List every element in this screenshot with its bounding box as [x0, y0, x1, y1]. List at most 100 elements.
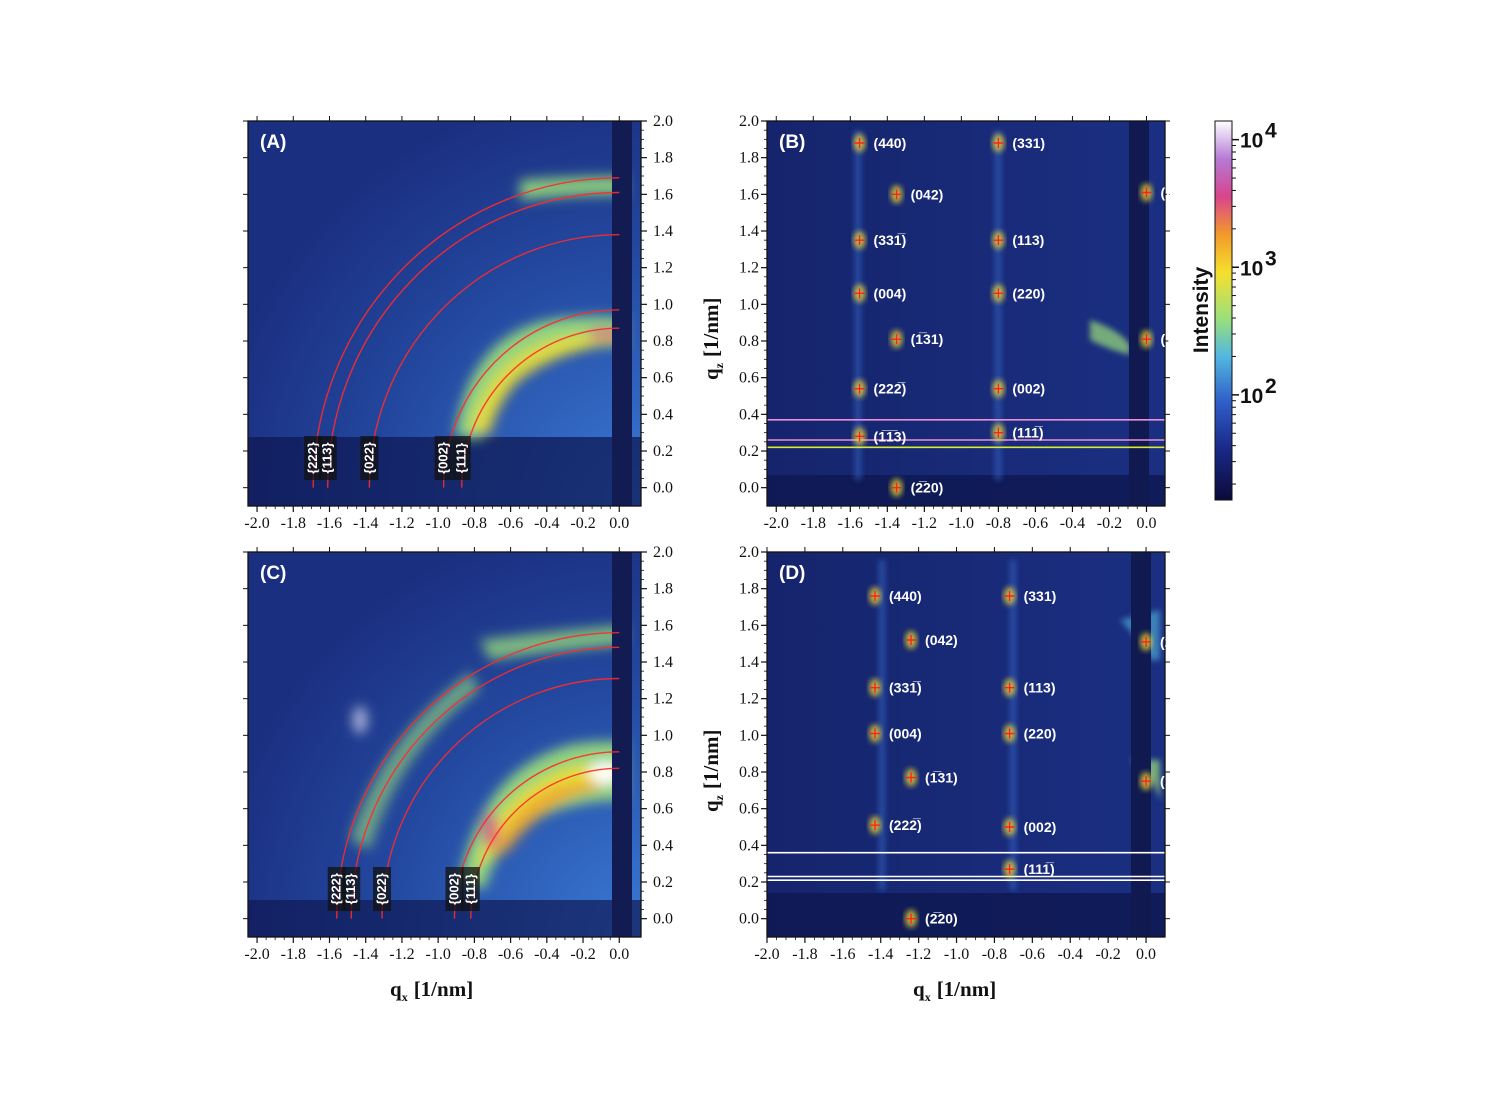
- ring-label: {222}: [305, 442, 320, 474]
- colorbar-tick-exponent: 3: [1265, 247, 1277, 270]
- hlines: [767, 851, 1165, 881]
- y-tick-label: 0.2: [739, 874, 759, 891]
- ring-label-box: [461, 867, 480, 911]
- reflection-marker: [1004, 728, 1015, 739]
- x-axis-title-unit: [1/nm]: [414, 977, 474, 1001]
- ring-label: {222}: [329, 873, 344, 905]
- y-tick-label: 1.0: [739, 296, 759, 313]
- reflection-marker: [891, 334, 902, 345]
- reflection-marker: [993, 235, 1004, 246]
- reflection-label: (111): [1160, 773, 1191, 789]
- y-tick-label: 0.4: [739, 837, 759, 854]
- reflection-label: (004): [889, 726, 922, 742]
- x-axis-title-c: qx [1/nm]: [390, 977, 473, 1004]
- reflection-marker: [870, 728, 881, 739]
- reflection-marker: [993, 138, 1004, 148]
- reflection-label: (331̅): [874, 232, 907, 248]
- reflection-marker: [854, 235, 865, 246]
- x-tick-label: -1.6: [830, 946, 855, 963]
- x-tick-label: 0.0: [1136, 515, 1156, 532]
- y-tick-label: 1.8: [653, 581, 673, 598]
- reflection-label: (042): [925, 632, 958, 648]
- reflection-marker: [870, 682, 881, 693]
- y-tick-label: 1.0: [653, 296, 673, 313]
- x-tick-label: -1.0: [949, 515, 974, 532]
- x-tick-label: -1.8: [281, 515, 306, 532]
- reflection-marker: [854, 138, 865, 148]
- reflection-label: (2̅20): [911, 480, 944, 496]
- x-tick-label: -0.2: [1095, 946, 1120, 963]
- ring-label: {113}: [320, 442, 335, 473]
- y-tick-label: 1.0: [653, 727, 673, 744]
- x-tick-label: -1.2: [389, 515, 414, 532]
- x-tick-label: -0.4: [1060, 515, 1085, 532]
- ring-label-box: [373, 867, 392, 911]
- ring-label-box: [360, 436, 379, 480]
- reflection-marker: [993, 427, 1004, 438]
- reflection-marker: [906, 635, 917, 645]
- reflection-label: (220): [1024, 726, 1057, 742]
- reflection-marker: [1141, 334, 1152, 345]
- y-tick-label: 2.0: [739, 544, 759, 561]
- reflection-label: (002): [1012, 381, 1045, 397]
- y-tick-label: 1.6: [653, 617, 673, 634]
- y-tick-label: 1.8: [739, 150, 759, 167]
- reflection-label: (331): [1012, 135, 1045, 151]
- spots: [853, 134, 1153, 497]
- x-tick-label: -1.6: [317, 946, 342, 963]
- y-axis-title-symbol: q: [699, 368, 723, 380]
- axes-layer: -2.0 -1.8 -1.6 -1.4 -1.2 -1.0 -0.8 -0.6 -0.4 -0.2…: [243, 113, 1170, 963]
- reflection-label: (440): [889, 588, 922, 604]
- y-tick-label: 1.6: [739, 617, 759, 634]
- x-tick-label: -1.8: [792, 946, 817, 963]
- y-tick-label: 0.8: [653, 764, 673, 781]
- y-tick-label: 0.4: [739, 406, 759, 423]
- y-axis-title-b: qz [1/nm]: [699, 297, 726, 380]
- reflection-label: (222̅): [889, 817, 922, 833]
- ring-label: {111}: [463, 874, 478, 904]
- x-tick-label: -0.6: [1023, 515, 1048, 532]
- colorbar-gradient: [1214, 120, 1233, 501]
- y-tick-label: 1.2: [739, 691, 759, 708]
- reflection-label: (042): [911, 186, 944, 202]
- x-tick-label: -0.6: [1020, 946, 1045, 963]
- reflection-label: (331̅): [889, 680, 922, 696]
- reflection-marker: [993, 288, 1004, 299]
- x-tick-label: -1.6: [838, 515, 863, 532]
- x-tick-label: -2.0: [754, 946, 779, 963]
- y-tick-label: 0.0: [739, 480, 759, 497]
- x-axis-title-sub: x: [402, 990, 408, 1004]
- reflection-label: (113): [1012, 232, 1044, 248]
- panel-label: (C): [260, 563, 286, 584]
- annotation-layer: (A){222} {113} {022} {002} {111}(B) (440) (331…: [260, 132, 1193, 927]
- x-tick-label: -0.8: [462, 946, 487, 963]
- y-tick-label: 1.6: [653, 186, 673, 203]
- reflection-marker: [1004, 682, 1015, 693]
- x-tick-label: -0.6: [498, 515, 523, 532]
- x-tick-label: -1.8: [801, 515, 826, 532]
- y-tick-label: 1.0: [739, 727, 759, 744]
- reflection-marker: [870, 591, 881, 601]
- colorbar-title: Intensity: [1190, 267, 1213, 354]
- panel-d: [767, 552, 1165, 937]
- x-axis-title-symbol: q: [913, 977, 925, 1001]
- ring-arc: [368, 233, 620, 488]
- panel-label: (D): [779, 563, 805, 584]
- y-tick-label: 0.4: [653, 837, 673, 854]
- reflection-marker: [1141, 776, 1152, 787]
- y-tick-label: 1.6: [739, 186, 759, 203]
- reflection-label: (002): [1024, 819, 1057, 835]
- ring-label-box: [318, 436, 337, 480]
- reflection-label: (1̅31): [925, 770, 958, 786]
- reflection-marker: [1141, 636, 1152, 647]
- x-tick-label: -1.6: [317, 515, 342, 532]
- y-tick-label: 2.0: [739, 113, 759, 130]
- reflection-marker: [906, 772, 917, 783]
- reflection-label: (111̅): [1024, 861, 1055, 877]
- y-tick-label: 1.2: [653, 691, 673, 708]
- y-tick-label: 1.4: [653, 654, 673, 671]
- reflection-label: (222): [1160, 185, 1193, 201]
- ring-arc: [312, 177, 620, 488]
- y-tick-label: 0.8: [739, 333, 759, 350]
- y-tick-label: 0.6: [739, 801, 759, 818]
